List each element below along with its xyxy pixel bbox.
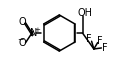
Text: OH: OH	[78, 8, 93, 18]
Text: −: −	[18, 35, 24, 44]
Text: +: +	[34, 27, 40, 33]
Text: F: F	[97, 36, 103, 46]
Text: F: F	[86, 34, 92, 44]
Text: N: N	[30, 28, 38, 38]
Text: F: F	[102, 43, 107, 53]
Text: O: O	[19, 17, 26, 27]
Text: O: O	[19, 38, 26, 48]
